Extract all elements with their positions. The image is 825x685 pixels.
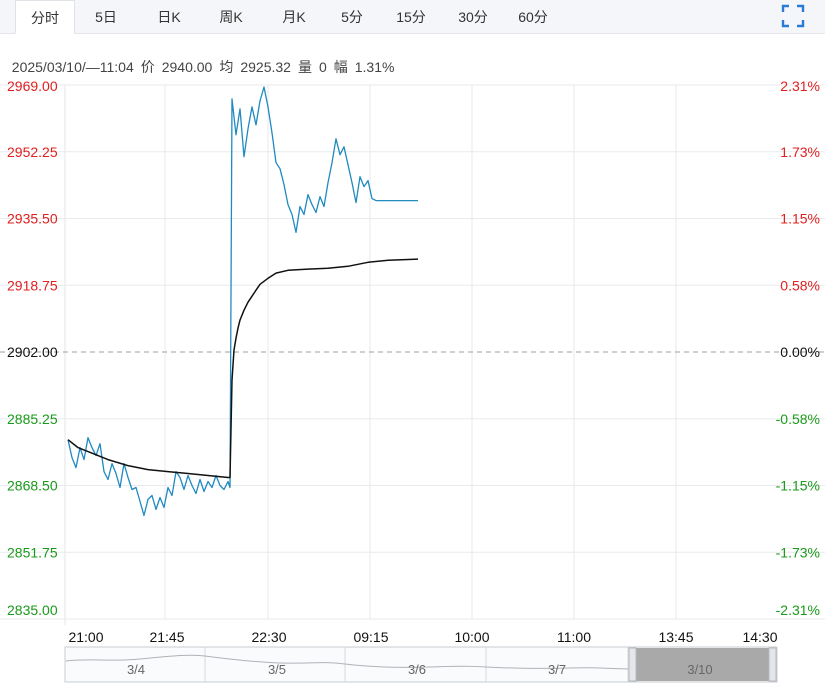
navigator-sparkline bbox=[65, 654, 629, 670]
pct-tick-label: 2.31% bbox=[780, 78, 820, 94]
pct-tick-label: 0.58% bbox=[780, 277, 820, 293]
pct-tick-label: -0.58% bbox=[776, 411, 820, 427]
info-datetime: 2025/03/10/—11:04 bbox=[11, 59, 134, 75]
info-price: 2940.00 bbox=[161, 59, 213, 75]
tab-8[interactable]: 60分 bbox=[518, 9, 548, 25]
info-vol-label: 量 bbox=[297, 59, 312, 75]
info-vol: 0 bbox=[318, 59, 327, 75]
pct-tick-label: 1.15% bbox=[780, 211, 820, 227]
x-tick-label: 13:45 bbox=[658, 629, 693, 645]
quote-info-line: 2025/03/10/—11:04 价 2940.00 均 2925.32 量 0 幅 1.31… bbox=[4, 41, 401, 77]
price-tick-label: 2935.50 bbox=[7, 211, 58, 227]
info-range: 1.31% bbox=[354, 59, 395, 75]
pct-tick-label: 1.73% bbox=[780, 144, 820, 160]
navigator-day-label: 3/4 bbox=[127, 662, 145, 677]
fullscreen-icon bbox=[781, 4, 805, 28]
pct-tick-label: -1.73% bbox=[776, 544, 820, 560]
navigator-right-handle[interactable] bbox=[768, 647, 777, 682]
price-tick-label: 2835.00 bbox=[7, 602, 58, 618]
price-tick-label: 2918.75 bbox=[7, 277, 58, 293]
tab-5[interactable]: 5分 bbox=[341, 9, 363, 25]
price-tick-label: 2969.00 bbox=[7, 78, 58, 94]
info-price-label: 价 bbox=[140, 59, 155, 75]
pct-tick-label: -1.15% bbox=[776, 478, 820, 494]
navigator-left-handle[interactable] bbox=[628, 647, 637, 682]
x-tick-label: 10:00 bbox=[454, 629, 489, 645]
x-tick-label: 21:45 bbox=[149, 629, 184, 645]
price-tick-label: 2851.75 bbox=[7, 544, 58, 560]
navigator-selection[interactable] bbox=[636, 648, 769, 681]
x-tick-label: 09:15 bbox=[353, 629, 388, 645]
navigator-day-label: 3/5 bbox=[268, 662, 286, 677]
info-range-label: 幅 bbox=[333, 59, 348, 75]
x-tick-label: 22:30 bbox=[251, 629, 286, 645]
info-avg-label: 均 bbox=[219, 59, 234, 75]
tab-2[interactable]: 日K bbox=[157, 9, 181, 25]
pct-tick-label: -2.31% bbox=[776, 602, 820, 618]
tab-7[interactable]: 30分 bbox=[458, 9, 488, 25]
tab-0[interactable]: 分时 bbox=[15, 0, 75, 34]
x-tick-label: 14:30 bbox=[742, 629, 777, 645]
price-line bbox=[67, 86, 418, 517]
tab-3[interactable]: 周K bbox=[219, 9, 243, 25]
price-tick-label: 2952.25 bbox=[7, 144, 58, 160]
tab-6[interactable]: 15分 bbox=[396, 9, 426, 25]
x-tick-label: 21:00 bbox=[68, 629, 103, 645]
avg-price-line bbox=[67, 258, 419, 479]
info-avg: 2925.32 bbox=[240, 59, 291, 75]
tab-1[interactable]: 5日 bbox=[95, 9, 117, 25]
tab-4[interactable]: 月K bbox=[282, 9, 306, 25]
period-tabbar: 分时 5日 日K 周K 月K 5分 15分 30分 60分 bbox=[0, 0, 825, 34]
price-tick-label: 2902.00 bbox=[7, 344, 58, 360]
pct-tick-label: 0.00% bbox=[780, 344, 820, 360]
fullscreen-button[interactable] bbox=[781, 4, 805, 28]
price-tick-label: 2885.25 bbox=[7, 411, 58, 427]
navigator-day-label: 3/10 bbox=[687, 662, 712, 677]
x-tick-label: 11:00 bbox=[557, 629, 591, 645]
navigator-day-label: 3/7 bbox=[548, 662, 566, 677]
navigator-day-label: 3/6 bbox=[408, 662, 426, 677]
price-tick-label: 2868.50 bbox=[7, 478, 58, 494]
intraday-chart[interactable]: 2969.00 2.31% 2952.25 1.73% 2935.50 1.15% 2918… bbox=[0, 70, 825, 685]
